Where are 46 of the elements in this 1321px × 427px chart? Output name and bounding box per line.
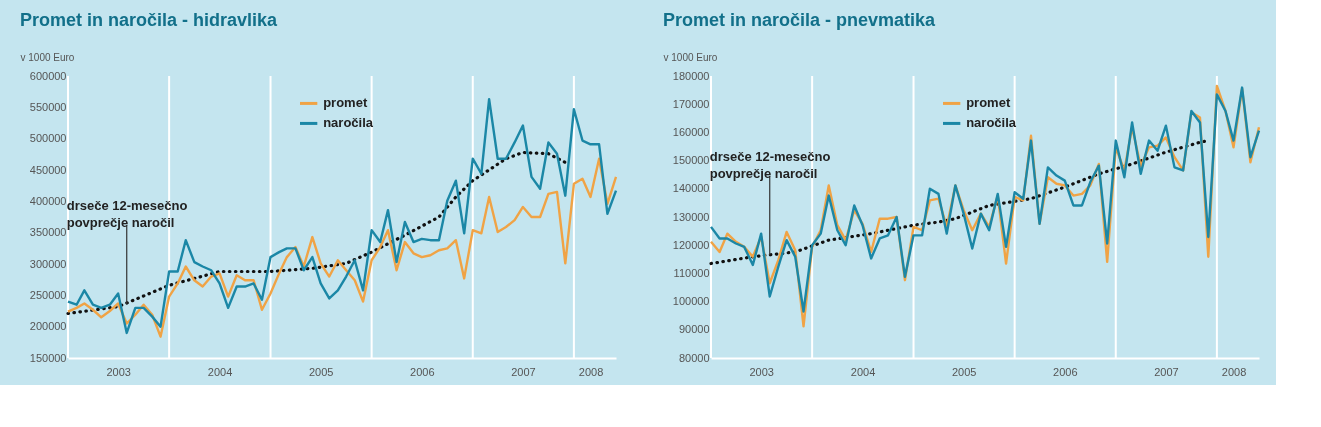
y-tick-label: 80000 (678, 351, 710, 364)
x-tick-label: 2008 (578, 365, 604, 378)
y-axis-title: v 1000 Euro (663, 51, 718, 63)
legend-label: promet (966, 95, 1011, 111)
y-tick-label: 400000 (29, 194, 67, 207)
x-tick-label: 2006 (410, 365, 435, 378)
x-tick-label: 2008 (1221, 365, 1247, 378)
line-series (66, 150, 567, 316)
chart-title: Promet in naročila - hidravlika (20, 10, 279, 30)
x-tick-label: 2003 (749, 365, 774, 378)
x-tick-label: 2003 (106, 365, 131, 378)
x-tick-label: 2004 (850, 365, 876, 378)
y-tick-label: 100000 (672, 295, 710, 308)
y-tick-label: 550000 (29, 100, 67, 113)
y-tick-label: 600000 (29, 69, 67, 82)
legend-label: naročila (966, 115, 1017, 131)
x-tick-label: 2005 (951, 365, 977, 378)
x-tick-label: 2004 (207, 365, 233, 378)
chart-title: Promet in naročila - pnevmatika (663, 10, 937, 30)
y-tick-label: 160000 (672, 125, 710, 138)
y-tick-label: 450000 (29, 163, 67, 176)
y-tick-label: 350000 (29, 226, 67, 239)
y-tick-label: 90000 (678, 323, 710, 336)
y-tick-label: 300000 (29, 257, 67, 270)
y-tick-label: 150000 (672, 154, 710, 167)
y-tick-label: 250000 (29, 288, 67, 301)
y-tick-label: 200000 (29, 320, 67, 333)
y-tick-label: 110000 (673, 266, 710, 279)
annotation: drseče 12-mesečno povprečje naročil (66, 198, 188, 231)
legend-label: promet (323, 95, 368, 111)
y-tick-label: 130000 (672, 210, 710, 223)
x-tick-label: 2007 (1154, 365, 1179, 378)
y-tick-label: 180000 (672, 69, 710, 82)
x-tick-label: 2007 (511, 365, 536, 378)
y-tick-label: 120000 (672, 238, 710, 251)
legend-label: naročila (323, 115, 374, 131)
line-series (66, 97, 618, 335)
line-series (66, 157, 618, 338)
annotation: drseče 12-mesečno povprečje naročil (709, 149, 831, 182)
y-axis-title: v 1000 Euro (20, 51, 75, 63)
y-tick-label: 500000 (29, 132, 67, 145)
x-tick-label: 2005 (308, 365, 334, 378)
y-tick-label: 170000 (672, 97, 710, 110)
y-tick-label: 150000 (29, 351, 67, 364)
x-tick-label: 2006 (1053, 365, 1078, 378)
y-tick-label: 140000 (672, 182, 710, 195)
